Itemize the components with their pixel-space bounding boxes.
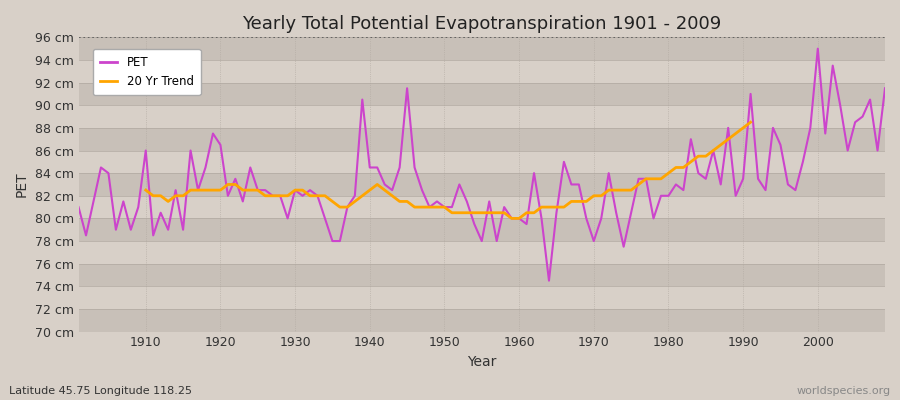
Bar [78, 128, 885, 150]
Bar [78, 105, 885, 128]
Y-axis label: PET: PET [15, 172, 29, 197]
Title: Yearly Total Potential Evapotranspiration 1901 - 2009: Yearly Total Potential Evapotranspiratio… [242, 15, 722, 33]
Bar [78, 196, 885, 218]
Bar [78, 264, 885, 286]
Bar [78, 150, 885, 173]
Bar [78, 218, 885, 241]
Text: worldspecies.org: worldspecies.org [796, 386, 891, 396]
Text: Latitude 45.75 Longitude 118.25: Latitude 45.75 Longitude 118.25 [9, 386, 192, 396]
Legend: PET, 20 Yr Trend: PET, 20 Yr Trend [93, 49, 201, 95]
Bar [78, 83, 885, 105]
Bar [78, 309, 885, 332]
Bar [78, 286, 885, 309]
Bar [78, 173, 885, 196]
X-axis label: Year: Year [467, 355, 497, 369]
Bar [78, 241, 885, 264]
Bar [78, 37, 885, 60]
Bar [78, 60, 885, 83]
